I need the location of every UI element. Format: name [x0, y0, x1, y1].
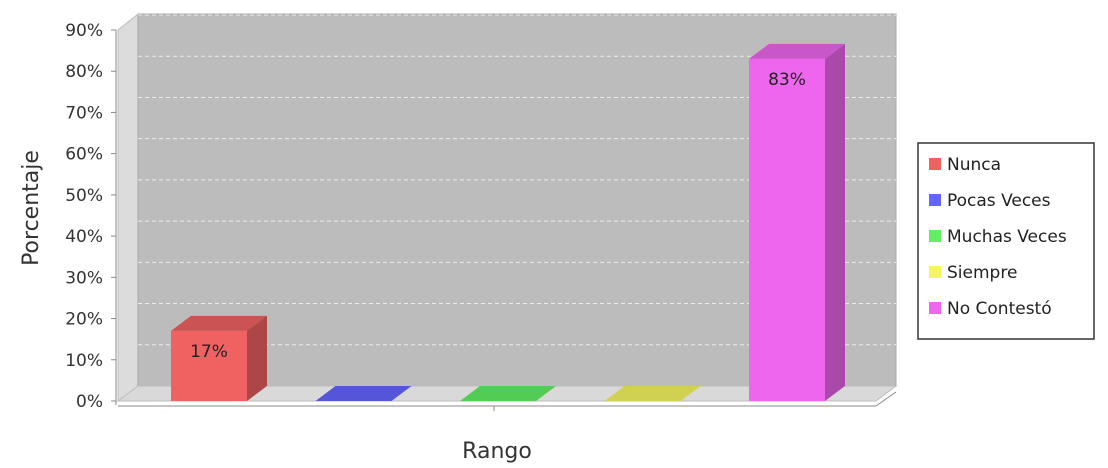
bar-no-contest-: 83%: [749, 43, 845, 401]
bar-value-label: 17%: [190, 342, 228, 362]
y-tick-label: 10%: [65, 351, 103, 371]
bar-top: [749, 43, 845, 59]
bar-nunca: 17%: [171, 315, 267, 401]
legend-swatch: [929, 230, 941, 242]
bar-front: [171, 330, 247, 401]
bar-front: [749, 58, 825, 401]
plot-side-wall: [117, 12, 139, 402]
bars: 17% 83%: [171, 43, 845, 401]
bar-siempre: [604, 386, 701, 401]
y-axis-title: Porcentaje: [19, 150, 44, 266]
legend-box: [917, 142, 1095, 340]
bar-side: [247, 315, 267, 401]
y-tick-label: 80%: [65, 62, 103, 82]
legend-item: No Contestó: [929, 299, 1052, 319]
y-tick-label: 30%: [65, 268, 103, 288]
y-tick-label: 0%: [76, 392, 103, 412]
legend-label: No Contestó: [947, 299, 1052, 319]
y-tick-label: 50%: [65, 186, 103, 206]
legend-label: Siempre: [947, 263, 1017, 283]
legend-swatch: [929, 302, 941, 314]
legend-label: Muchas Veces: [947, 227, 1067, 247]
bar-top: [604, 386, 701, 401]
legend-item: Pocas Veces: [929, 191, 1051, 211]
bar-side: [825, 43, 845, 401]
bar-muchas-veces: [460, 386, 556, 401]
legend-label: Pocas Veces: [947, 191, 1051, 211]
legend-swatch: [929, 266, 941, 278]
legend: Nunca Pocas Veces Muchas Veces Siempre No Co…: [929, 155, 1067, 319]
legend-item: Nunca: [929, 155, 1001, 175]
legend-item: Muchas Veces: [929, 227, 1067, 247]
legend-item: Siempre: [929, 263, 1017, 283]
y-tick-label: 70%: [65, 103, 103, 123]
legend-swatch: [929, 158, 941, 170]
bar-top: [460, 386, 556, 401]
y-tick-label: 90%: [65, 21, 103, 41]
y-tick-label: 40%: [65, 227, 103, 247]
y-tick-label: 20%: [65, 310, 103, 330]
x-axis-title: Rango: [462, 439, 532, 464]
bar-top: [171, 315, 267, 331]
y-axis-ticks: 0% 10% 20% 30% 40% 50% 60% 70% 80% 90%: [65, 21, 116, 412]
legend-swatch: [929, 194, 941, 206]
bar-pocas-veces: [315, 386, 412, 401]
y-tick-label: 60%: [65, 145, 103, 165]
bar-top: [315, 386, 412, 401]
x-axis-end: [875, 391, 897, 407]
legend-label: Nunca: [947, 155, 1001, 175]
bar-value-label: 83%: [768, 70, 806, 90]
